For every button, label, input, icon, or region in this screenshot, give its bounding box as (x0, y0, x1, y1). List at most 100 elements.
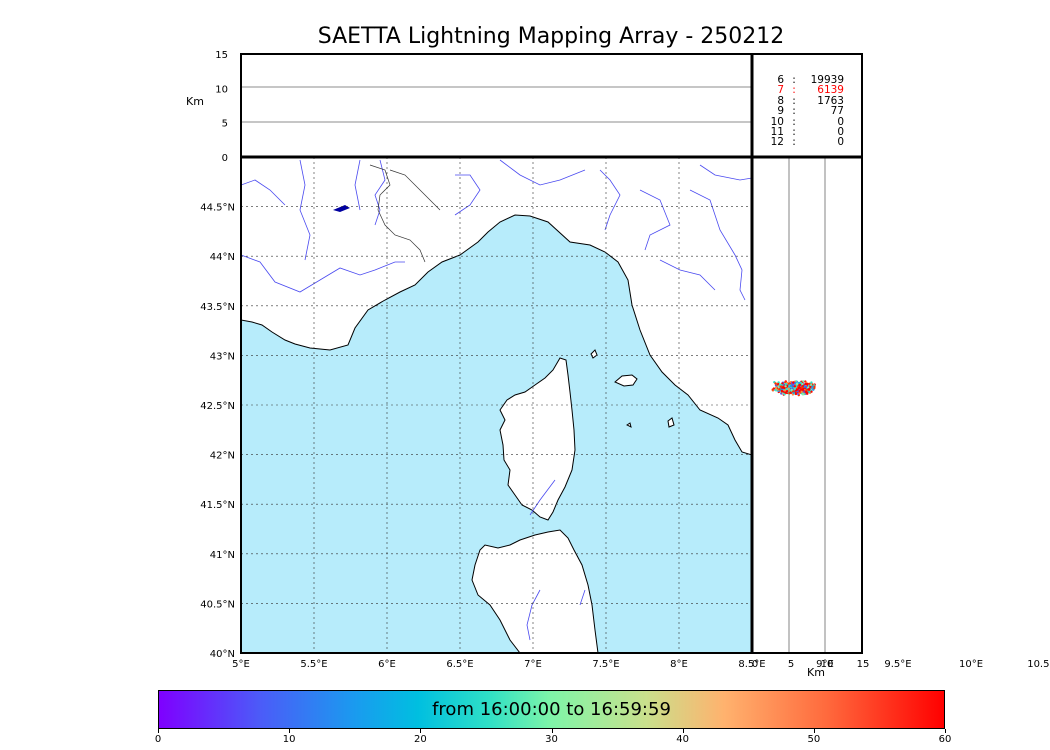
source-point (1036, 386, 1038, 388)
source-point (1042, 110, 1044, 112)
source-point (1039, 394, 1041, 396)
source-point (1040, 133, 1042, 135)
source-point (1037, 123, 1039, 125)
source-point (1037, 133, 1039, 135)
source-point (1033, 391, 1035, 393)
source-point (1038, 115, 1040, 117)
source-point (1041, 123, 1043, 125)
source-point (1042, 127, 1044, 129)
source-point (1046, 387, 1048, 389)
source-point (1038, 385, 1040, 387)
source-point (1038, 388, 1040, 390)
source-point (1035, 116, 1037, 118)
source-point (1041, 110, 1043, 112)
source-point (1043, 385, 1045, 387)
source-point (1034, 390, 1036, 392)
source-point (1044, 384, 1046, 386)
source-point (1039, 113, 1041, 115)
source-point (1039, 388, 1041, 390)
source-point (1042, 386, 1044, 388)
source-point (1044, 387, 1046, 389)
source-point (1047, 107, 1049, 109)
source-point (1045, 133, 1047, 135)
source-point (1043, 115, 1045, 117)
source-point (1039, 386, 1041, 388)
source-point (1040, 122, 1042, 124)
source-point (1043, 390, 1045, 392)
source-point (1040, 388, 1042, 390)
source-point (1038, 126, 1040, 128)
source-point (1047, 100, 1049, 102)
source-point (1034, 118, 1036, 120)
station-star (870, 349, 881, 360)
source-point (1043, 391, 1045, 393)
source-point (1043, 118, 1045, 120)
source-point (1042, 386, 1044, 388)
source-point (1042, 126, 1044, 128)
source-point (1045, 130, 1047, 132)
source-point (1041, 382, 1043, 384)
source-point (1038, 382, 1040, 384)
source-point (1041, 391, 1043, 393)
source-point (1033, 384, 1035, 386)
source-point (1047, 388, 1049, 390)
source-point (1038, 118, 1040, 120)
source-point (1042, 388, 1044, 390)
source-point (1047, 391, 1049, 393)
source-point (1032, 110, 1034, 112)
source-point (1037, 383, 1039, 385)
source-point (1042, 115, 1044, 117)
source-point (1040, 385, 1042, 387)
source-point (811, 385, 814, 389)
source-point (1042, 122, 1044, 124)
colorbar-tick-label: 30 (545, 734, 558, 745)
source-point (1034, 382, 1036, 384)
lat-tick-label: 43°N (210, 351, 235, 362)
source-point (1046, 118, 1048, 120)
lat-tick-label: 41°N (210, 550, 235, 561)
source-point (1043, 125, 1045, 127)
source-point (1039, 393, 1041, 395)
source-point (1044, 388, 1046, 390)
source-point (1029, 391, 1031, 393)
source-point (1039, 124, 1041, 126)
elba-island (614, 374, 638, 387)
source-point (1047, 382, 1049, 384)
source-point (1047, 121, 1049, 123)
source-point (1031, 389, 1033, 391)
colorbar-tick-mark (682, 729, 684, 733)
source-point (1044, 390, 1046, 392)
source-point (1047, 388, 1049, 390)
source-point (1044, 383, 1046, 385)
source-point (1038, 116, 1040, 118)
source-point (1044, 136, 1046, 138)
colorbar-tick-mark (813, 729, 815, 733)
source-point (1043, 383, 1045, 385)
source-count-value: 1763 (817, 94, 844, 107)
alt-tick-label: 0 (222, 153, 228, 164)
source-point (1046, 128, 1048, 130)
source-point (1045, 382, 1047, 384)
source-point (1047, 385, 1049, 387)
small-island (590, 349, 598, 359)
source-point (1037, 126, 1039, 128)
lon-tick-label: 6.5°E (446, 659, 473, 670)
source-point (1042, 131, 1044, 133)
source-point (1040, 389, 1042, 391)
source-point (1037, 391, 1039, 393)
source-point (1044, 388, 1046, 390)
source-point (1043, 128, 1045, 130)
source-point (1043, 392, 1045, 394)
source-point (1043, 123, 1045, 125)
source-point (1039, 381, 1041, 383)
source-point (1041, 112, 1043, 114)
source-point (1040, 388, 1042, 390)
source-point (1041, 387, 1043, 389)
source-point (1039, 389, 1041, 391)
source-point (1047, 112, 1049, 114)
source-point (1036, 118, 1038, 120)
source-point (1046, 106, 1048, 108)
source-point (1037, 389, 1039, 391)
source-point (1036, 108, 1038, 110)
source-point (1042, 119, 1044, 121)
